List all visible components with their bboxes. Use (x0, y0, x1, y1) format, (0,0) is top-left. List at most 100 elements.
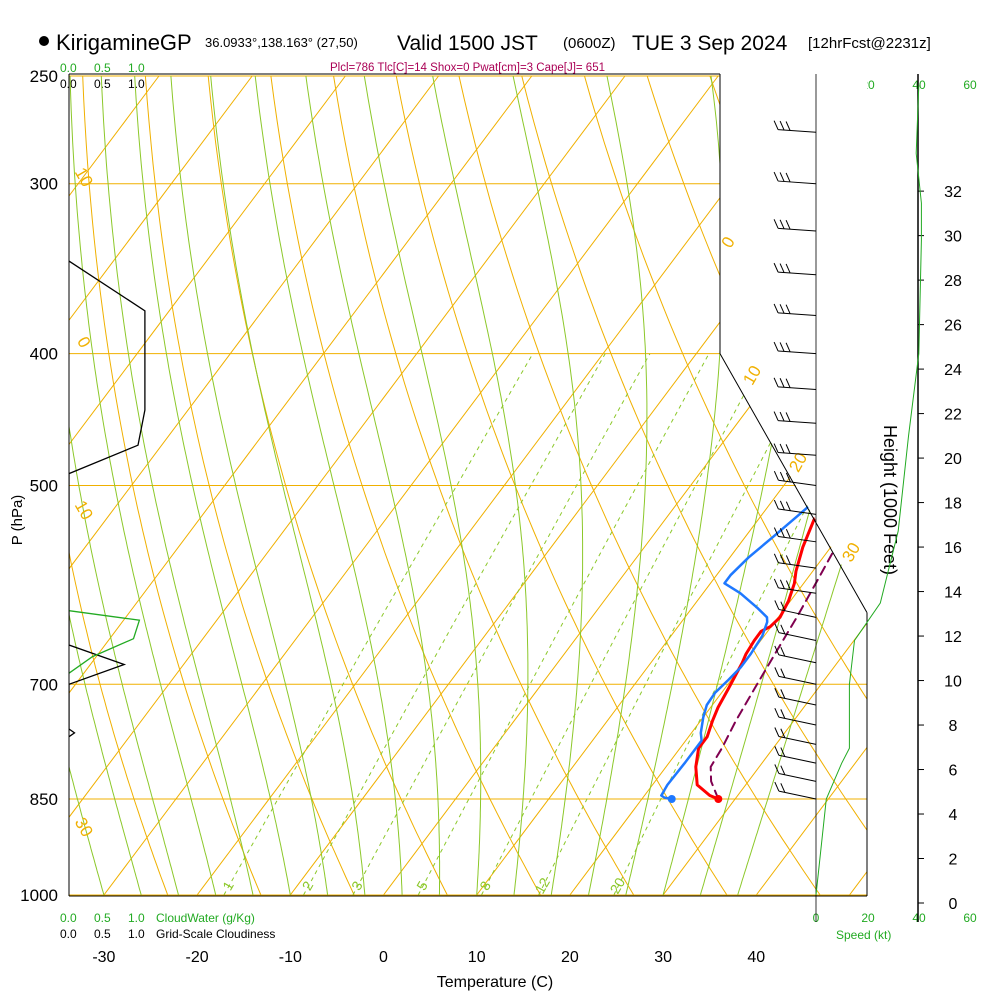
cloud-scale-bottom-black-1: 0.5 (94, 927, 111, 941)
wind-barb-flag (781, 669, 785, 678)
temperature-tick-label: -20 (186, 949, 209, 966)
valid-date: TUE 3 Sep 2024 (632, 32, 788, 55)
plot-area (0, 74, 1000, 895)
speed-label: Speed (kt) (836, 928, 891, 942)
cloud-scale-bottom-black-0: 0.0 (60, 927, 77, 941)
height-tick-label: 30 (944, 229, 962, 246)
wind-barb-flag (775, 600, 779, 609)
height-tick-label: 18 (944, 496, 962, 513)
wind-barb-flag (786, 529, 790, 538)
mixing-ratio-line (482, 354, 767, 895)
wind-barb-flag (780, 472, 784, 481)
dry-adiabat-label: 10 (71, 164, 97, 190)
wind-barb-flag (781, 783, 785, 792)
wind-barb-flag (774, 471, 778, 480)
dry-adiabat-line (961, 76, 1000, 895)
wind-barb-flag (774, 554, 778, 563)
station-dot-icon (39, 36, 49, 46)
mixing-ratio-label: 12 (531, 875, 553, 897)
pressure-tick-label: 700 (30, 675, 58, 694)
height-axis-title: Height (1000 Feet) (880, 425, 900, 575)
height-tick-label: 20 (944, 451, 962, 468)
height-tick-label: 2 (949, 852, 958, 869)
temperature-tick-label: 40 (747, 949, 765, 966)
cloud-scale-top-green-0: 0.0 (60, 61, 77, 75)
wind-barb-flag (775, 746, 779, 755)
valid-time: Valid 1500 JST (397, 32, 538, 55)
cloud-scale-bottom-black-2: 1.0 (128, 927, 145, 941)
mixing-ratio-line (353, 354, 650, 895)
corner-mask (720, 74, 869, 613)
pressure-tick-label: 1000 (20, 886, 58, 905)
station-name: KirigamineGP (56, 30, 192, 55)
height-tick-label: 10 (944, 674, 962, 691)
height-tick-label: 24 (944, 362, 962, 379)
height-tick-label: 28 (944, 273, 962, 290)
x-axis-title: Temperature (C) (437, 974, 553, 991)
speed-tick-bottom-40: 40 (912, 911, 926, 925)
wind-barb-flag (781, 647, 785, 656)
mixing-ratio-label: 5 (413, 878, 431, 893)
height-tick-label: 8 (949, 718, 958, 735)
wind-barb-flag (774, 579, 778, 588)
wind-barb-flag (775, 708, 779, 717)
speed-tick-bottom-60: 60 (963, 911, 977, 925)
pressure-tick-label: 250 (30, 67, 58, 86)
height-tick-label: 16 (944, 540, 962, 557)
header: KirigamineGP 36.0933°,138.163° (27,50) V… (39, 30, 931, 74)
wind-barb-flag (774, 500, 778, 509)
speed-tick-top-60: 60 (963, 78, 977, 92)
speed-scale-bottom: 0 20 40 60 Speed (kt) (813, 911, 977, 942)
cloud-scale-bottom: 0.0 0.5 1.0 CloudWater (g/Kg) 0.0 0.5 1.… (60, 911, 275, 941)
cloudwater-label: CloudWater (g/Kg) (156, 911, 255, 925)
speed-tick-top-40: 40 (912, 78, 926, 92)
isotherm-line (850, 76, 1000, 895)
height-tick-label: 26 (944, 318, 962, 335)
speed-tick-bottom-20: 20 (861, 911, 875, 925)
forecast-info: [12hrFcst@2231z] (808, 35, 931, 52)
cloud-scale-top-black-2: 1.0 (128, 77, 145, 91)
temperature-tick-label: -10 (279, 949, 302, 966)
cloud-scale-bottom-green-0: 0.0 (60, 911, 77, 925)
pressure-tick-label: 850 (30, 790, 58, 809)
wind-barb-flag (775, 782, 779, 791)
pressure-tick-label: 400 (30, 345, 58, 364)
wind-barb-flag (786, 502, 790, 511)
wind-barb-flag (775, 728, 779, 737)
wind-barb-flag (781, 625, 785, 634)
cloud-scale-top-green-2: 1.0 (128, 61, 145, 75)
height-tick-label: 22 (944, 407, 962, 424)
mixing-ratio-label: 8 (476, 878, 494, 893)
mixing-ratio-line (304, 354, 606, 895)
wind-barb-flag (781, 709, 785, 718)
height-tick-label: 12 (944, 629, 962, 646)
dry-adiabat-label: 0 (73, 333, 94, 351)
height-tick-label: 14 (944, 585, 962, 602)
y-axis-title: P (hPa) (9, 495, 26, 546)
temperature-tick-label: 30 (654, 949, 672, 966)
mixing-ratio-label: 2 (299, 878, 317, 893)
dry-adiabat-label: 30 (71, 814, 97, 840)
surface-dewpoint-marker (668, 795, 676, 803)
temperature-tick-label: 10 (468, 949, 486, 966)
cloudiness-label: Grid-Scale Cloudiness (156, 927, 275, 941)
cloudwater-profile (69, 611, 139, 674)
temperature-tick-label: 0 (379, 949, 388, 966)
pressure-tick-label: 300 (30, 175, 58, 194)
mixing-ratio-label: 1 (219, 878, 237, 893)
height-tick-label: 32 (944, 184, 962, 201)
temperature-tick-label: -30 (92, 949, 115, 966)
height-tick-label: 0 (949, 896, 958, 913)
valid-zulu: (0600Z) (563, 35, 616, 52)
temperature-tick-label: 20 (561, 949, 579, 966)
stability-indices: Plcl=786 Tlc[C]=14 Shox=0 Pwat[cm]=3 Cap… (330, 62, 605, 74)
wind-barb-flag (775, 667, 779, 676)
height-tick-label: 4 (949, 807, 958, 824)
mixing-ratio-label: 20 (607, 875, 629, 897)
surface-temperature-marker (714, 795, 722, 803)
wind-barb-flag (780, 501, 784, 510)
wind-barb-flag (781, 766, 785, 775)
station-coords: 36.0933°,138.163° (27,50) (205, 35, 358, 50)
